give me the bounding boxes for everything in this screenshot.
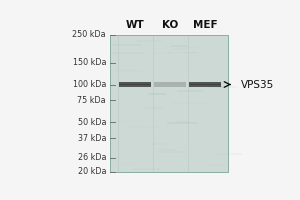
Bar <box>157 151 187 153</box>
Bar <box>189 82 220 87</box>
Bar <box>128 126 159 128</box>
Bar <box>133 168 160 170</box>
Bar <box>171 45 187 47</box>
Text: 50 kDa: 50 kDa <box>78 118 106 127</box>
Text: 37 kDa: 37 kDa <box>78 134 106 143</box>
Bar <box>215 153 242 155</box>
Bar <box>179 47 203 48</box>
Bar <box>112 44 142 46</box>
Bar <box>177 90 203 92</box>
Bar <box>152 93 173 95</box>
Text: MEF: MEF <box>193 20 217 30</box>
Text: 26 kDa: 26 kDa <box>78 153 106 162</box>
Text: WT: WT <box>126 20 145 30</box>
Bar <box>167 52 198 53</box>
Bar <box>119 85 151 87</box>
Bar <box>159 149 176 151</box>
Bar <box>173 48 188 50</box>
Text: 150 kDa: 150 kDa <box>73 58 106 67</box>
Bar <box>183 52 197 54</box>
Bar <box>112 120 143 122</box>
Bar <box>122 70 146 72</box>
Bar <box>115 69 135 71</box>
Bar <box>171 102 206 104</box>
Bar <box>208 86 238 88</box>
Bar <box>119 82 151 85</box>
Bar <box>154 82 186 87</box>
Bar <box>167 63 195 65</box>
Bar <box>189 84 220 87</box>
Bar <box>189 82 220 84</box>
Text: 100 kDa: 100 kDa <box>73 80 106 89</box>
Bar <box>176 121 189 123</box>
Bar <box>151 143 166 145</box>
Bar <box>119 82 151 84</box>
Bar <box>189 82 220 85</box>
Bar <box>189 85 220 87</box>
Bar <box>218 86 234 88</box>
Bar <box>149 53 174 54</box>
Bar <box>112 52 143 54</box>
Text: 20 kDa: 20 kDa <box>78 167 106 176</box>
Bar <box>148 93 166 95</box>
Bar <box>119 84 151 87</box>
Bar <box>119 82 151 87</box>
Bar <box>144 107 162 109</box>
Bar <box>167 122 197 124</box>
Text: 75 kDa: 75 kDa <box>77 96 106 105</box>
Bar <box>206 164 228 166</box>
Text: 250 kDa: 250 kDa <box>73 30 106 39</box>
Text: VPS35: VPS35 <box>241 80 274 90</box>
Text: KO: KO <box>162 20 178 30</box>
Bar <box>116 164 139 165</box>
Bar <box>135 40 162 42</box>
Bar <box>110 35 228 172</box>
